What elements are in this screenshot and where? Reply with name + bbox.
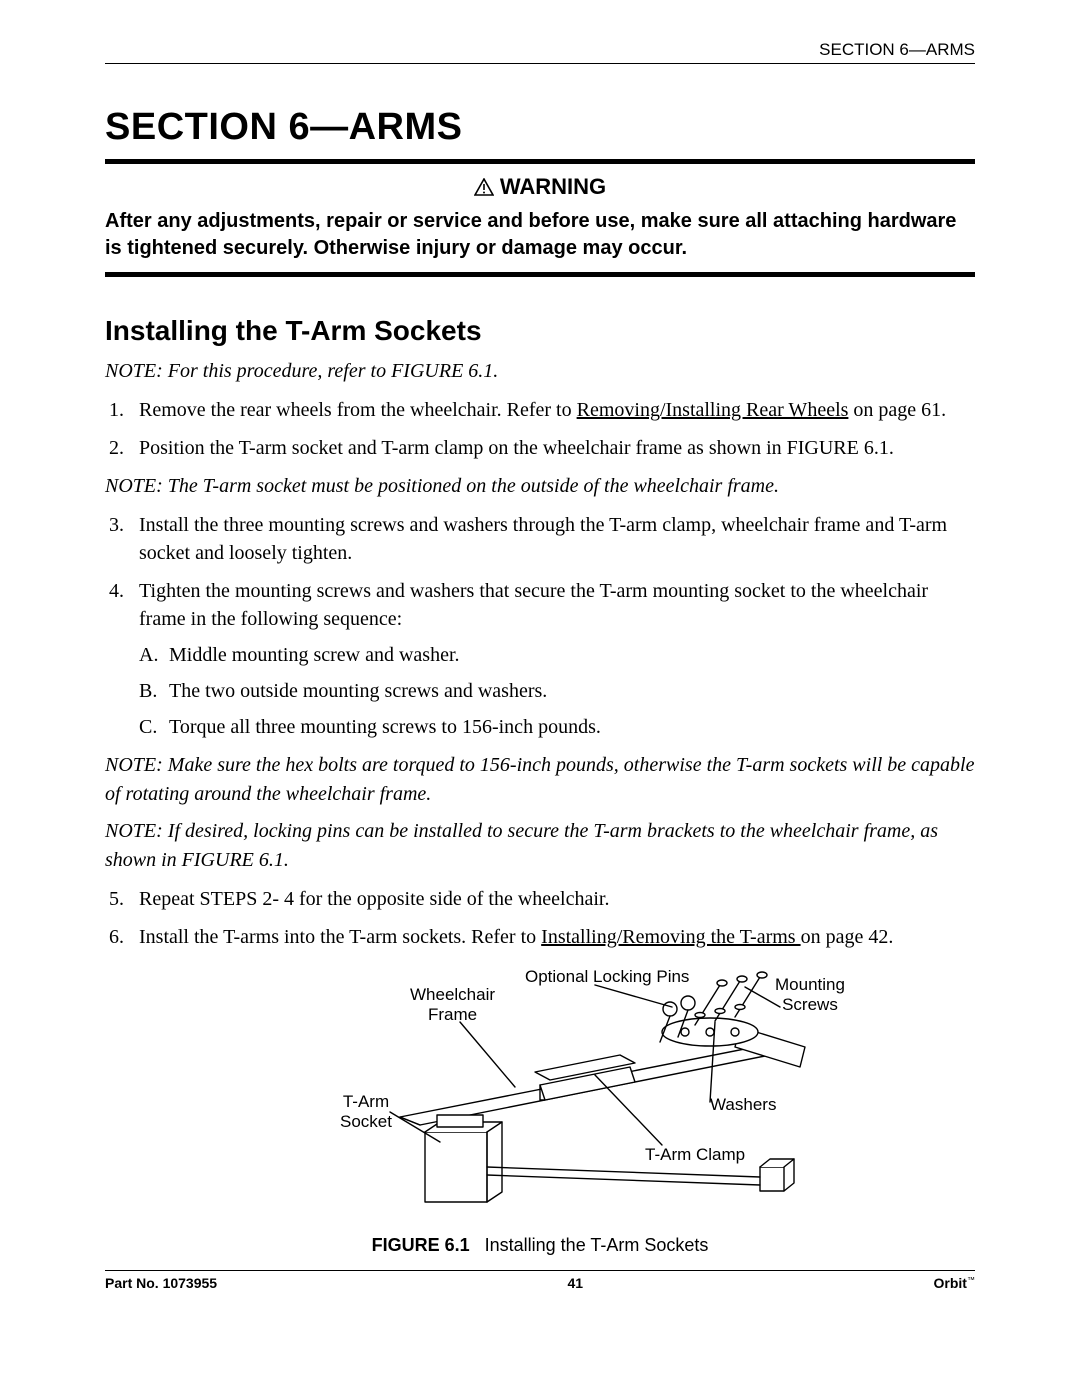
procedure-list: Remove the rear wheels from the wheelcha…	[105, 396, 975, 462]
running-header: SECTION 6—ARMS	[105, 40, 975, 60]
header-rule	[105, 63, 975, 64]
footer-page-no: 41	[568, 1275, 584, 1291]
rule-bottom	[105, 272, 975, 277]
step-5: Repeat STEPS 2- 4 for the opposite side …	[105, 885, 975, 913]
label-tarm-clamp: T-Arm Clamp	[645, 1145, 745, 1165]
label-mounting-screws: MountingScrews	[775, 975, 845, 1016]
note-position: NOTE: The T-arm socket must be positione…	[105, 472, 975, 501]
note-torque: NOTE: Make sure the hex bolts are torque…	[105, 751, 975, 809]
subheading: Installing the T-Arm Sockets	[105, 315, 975, 347]
rule-top	[105, 159, 975, 164]
step-2: Position the T-arm socket and T-arm clam…	[105, 434, 975, 462]
step-4b: The two outside mounting screws and wash…	[139, 677, 975, 705]
footer-part-no: Part No. 1073955	[105, 1275, 217, 1291]
xref-rear-wheels: Removing/Installing Rear Wheels	[577, 399, 849, 421]
warning-heading-text: WARNING	[500, 174, 606, 199]
figure-caption: FIGURE 6.1 Installing the T-Arm Sockets	[105, 1235, 975, 1256]
label-locking-pins: Optional Locking Pins	[525, 967, 689, 987]
warning-icon	[474, 176, 494, 202]
procedure-list-cont: Install the three mounting screws and wa…	[105, 511, 975, 741]
step-4c: Torque all three mounting screws to 156-…	[139, 713, 975, 741]
figure-6-1: Optional Locking Pins WheelchairFrame Mo…	[105, 967, 975, 1256]
footer-product: Orbit™	[934, 1275, 975, 1291]
warning-heading: WARNING	[105, 174, 975, 202]
step-4-sublist: Middle mounting screw and washer. The tw…	[139, 641, 975, 741]
step-3: Install the three mounting screws and wa…	[105, 511, 975, 567]
step-1: Remove the rear wheels from the wheelcha…	[105, 396, 975, 424]
note-pins: NOTE: If desired, locking pins can be in…	[105, 817, 975, 875]
section-title: SECTION 6—ARMS	[105, 106, 975, 149]
label-wheelchair-frame: WheelchairFrame	[410, 985, 495, 1026]
page-footer: Part No. 1073955 41 Orbit™	[105, 1270, 975, 1291]
step-6: Install the T-arms into the T-arm socket…	[105, 923, 975, 951]
label-washers: Washers	[710, 1095, 776, 1115]
xref-tarms: Installing/Removing the T-arms	[541, 926, 800, 948]
step-4: Tighten the mounting screws and washers …	[105, 577, 975, 741]
note-intro: NOTE: For this procedure, refer to FIGUR…	[105, 357, 975, 386]
warning-body: After any adjustments, repair or service…	[105, 208, 975, 262]
step-4a: Middle mounting screw and washer.	[139, 641, 975, 669]
label-tarm-socket: T-ArmSocket	[340, 1092, 392, 1133]
procedure-list-cont2: Repeat STEPS 2- 4 for the opposite side …	[105, 885, 975, 951]
